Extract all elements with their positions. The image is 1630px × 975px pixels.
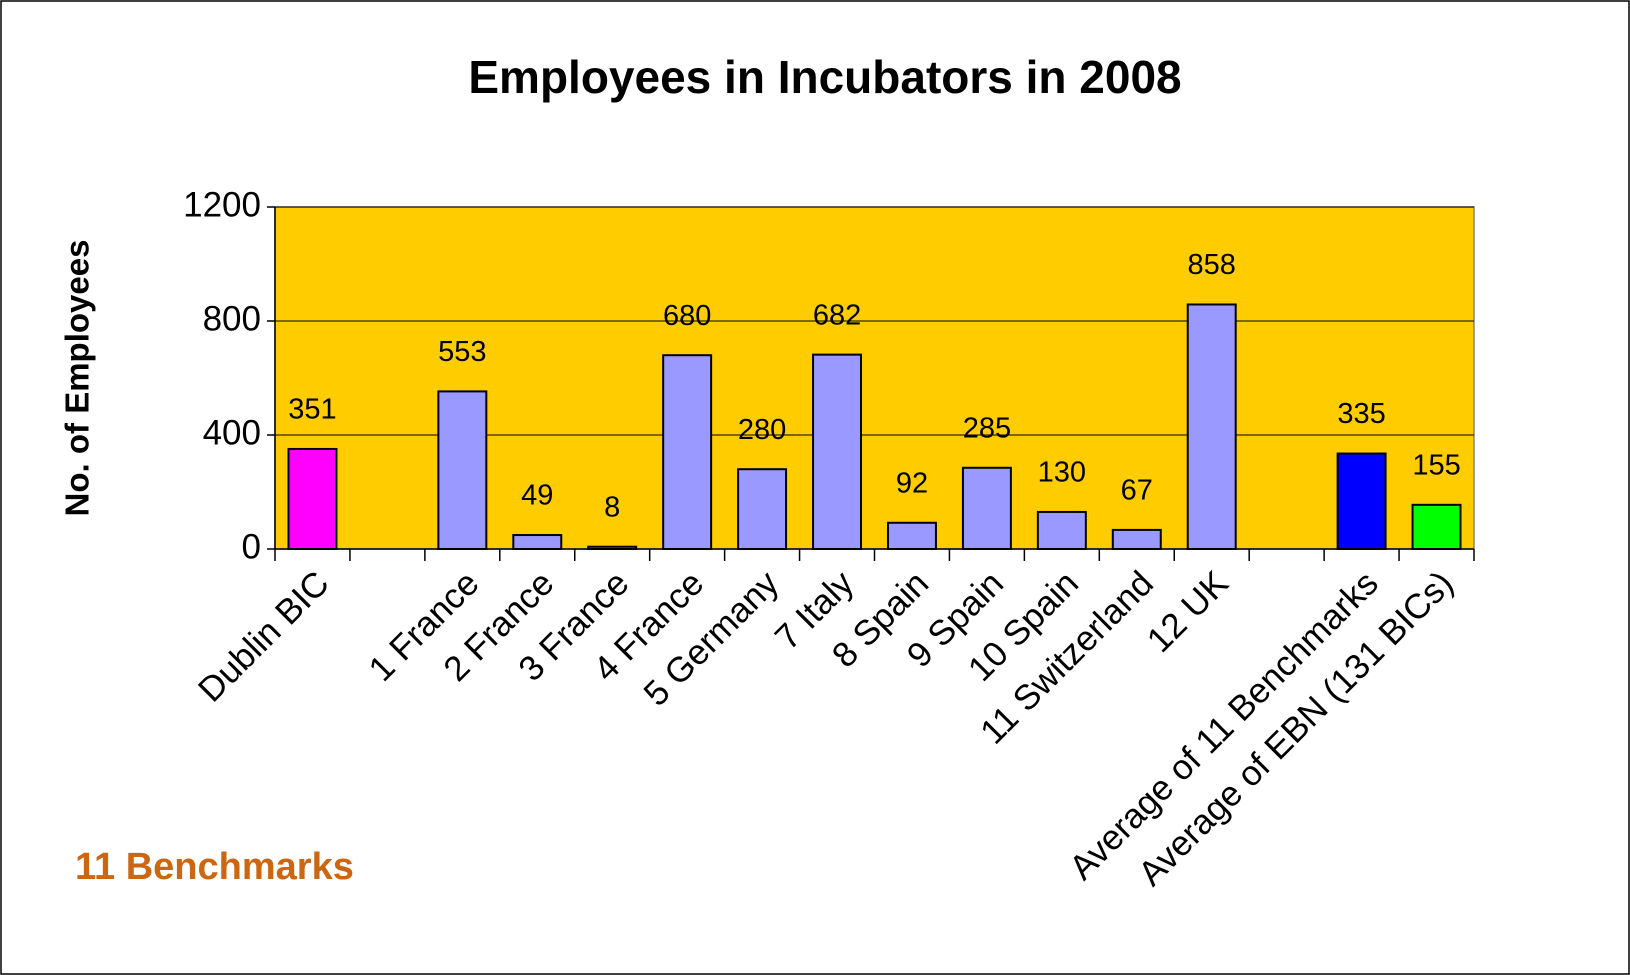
chart-title: Employees in Incubators in 2008 <box>468 51 1181 103</box>
data-label: 49 <box>521 480 553 512</box>
data-label: 553 <box>438 336 486 368</box>
bar <box>1186 303 1237 550</box>
bar <box>662 354 713 551</box>
bar <box>886 521 937 551</box>
data-label: 858 <box>1188 249 1236 281</box>
data-label: 92 <box>896 467 928 499</box>
bar <box>287 447 338 550</box>
bar <box>1411 503 1462 551</box>
data-label: 682 <box>813 299 861 331</box>
data-label: 130 <box>1038 457 1086 489</box>
bar <box>961 466 1012 550</box>
bar <box>737 468 788 551</box>
data-label: 285 <box>963 412 1011 444</box>
data-label: 8 <box>604 491 620 523</box>
data-label: 155 <box>1412 449 1460 481</box>
bar <box>1111 528 1162 551</box>
bar <box>812 353 863 550</box>
y-tick-label: 1200 <box>183 185 261 224</box>
bar <box>1336 452 1387 550</box>
bar <box>587 545 638 550</box>
annotation: 11 Benchmarks <box>75 846 354 888</box>
data-label: 351 <box>288 394 336 426</box>
data-label: 280 <box>738 414 786 446</box>
bar <box>512 534 563 550</box>
data-label: 680 <box>663 300 711 332</box>
y-tick-label: 0 <box>242 527 261 566</box>
data-label: 335 <box>1337 398 1385 430</box>
y-tick-label: 800 <box>203 299 261 338</box>
y-axis-label: No. of Employees <box>59 240 96 517</box>
bar <box>437 390 488 550</box>
y-tick-label: 400 <box>203 413 261 452</box>
bar <box>1036 510 1087 551</box>
data-label: 67 <box>1121 475 1153 507</box>
